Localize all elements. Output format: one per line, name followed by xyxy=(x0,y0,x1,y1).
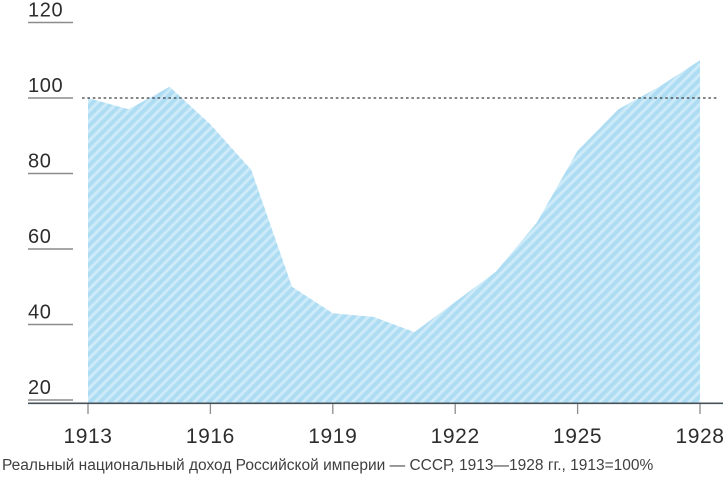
national-income-area-chart: 120 100 80 60 40 20 1913 1916 1919 1922 1925 1928 xyxy=(28,0,723,448)
y-tick-label-80: 80 xyxy=(28,151,51,173)
area-chart-canvas: 120 100 80 60 40 20 1913 1916 1919 1922 1925 1928 xyxy=(28,0,723,448)
chart-caption: Реальный национальный доход Российской и… xyxy=(2,457,654,474)
area-series-national-income xyxy=(88,60,700,403)
y-tick-label-60: 60 xyxy=(28,226,51,248)
x-tick-label-1916: 1916 xyxy=(186,425,235,448)
x-tick-label-1925: 1925 xyxy=(553,425,602,448)
x-tick-label-1928: 1928 xyxy=(675,425,723,448)
y-tick-label-100: 100 xyxy=(28,75,63,97)
x-tick-label-1919: 1919 xyxy=(308,425,357,448)
x-axis: 1913 1916 1919 1922 1925 1928 xyxy=(63,404,723,448)
y-tick-label-20: 20 xyxy=(28,377,51,399)
x-tick-label-1913: 1913 xyxy=(63,425,112,448)
y-tick-label-40: 40 xyxy=(28,302,51,324)
x-tick-label-1922: 1922 xyxy=(431,425,480,448)
y-axis: 120 100 80 60 40 20 xyxy=(28,0,73,401)
y-tick-label-120: 120 xyxy=(28,0,63,22)
